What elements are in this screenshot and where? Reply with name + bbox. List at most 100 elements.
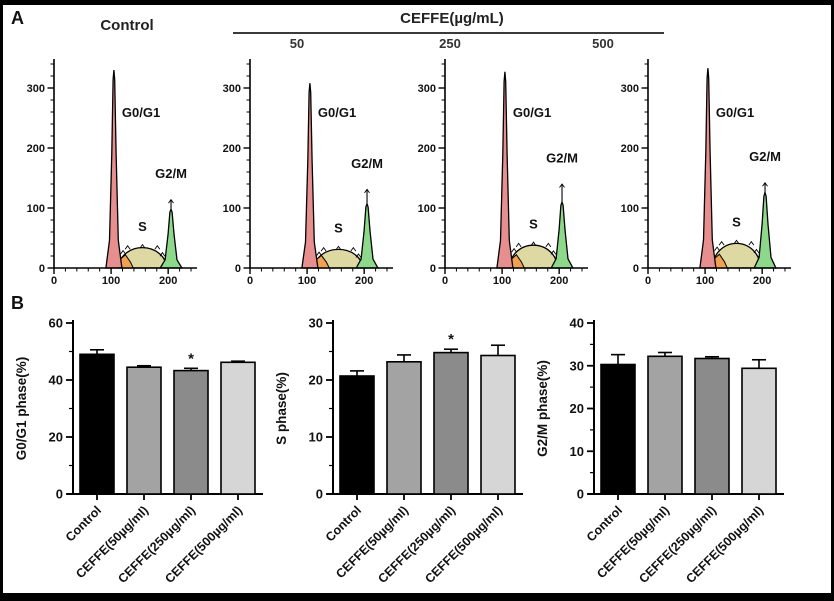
- contour-noise-mark: [515, 242, 522, 248]
- contour-noise-mark: [559, 183, 565, 188]
- hist-ceffe-500: 0 100 200 300 0 100 200 G0/G1 S G2/M: [621, 59, 791, 287]
- chart-slot-hist-ceffe-250: 0 100 200 300 0 100 200 G0/G1 S G2/M: [400, 53, 590, 287]
- y-tick-label: 0: [430, 263, 436, 275]
- y-tick-label: 200: [418, 143, 436, 155]
- y-axis-title: G2/M phase(%): [535, 360, 550, 457]
- contour-noise-mark: [316, 251, 322, 256]
- contour-noise-mark: [120, 249, 126, 255]
- x-tick-label: 200: [550, 275, 568, 285]
- chart-slot-bar-s: 0 10 20 30 * Control CEFFE(50µg/ml) CEFFE(250µg…: [271, 309, 533, 593]
- g2m-peak-area: [753, 190, 777, 269]
- axes: 0 100 200 300 0 100 200: [27, 59, 197, 287]
- x-tick-label: 200: [355, 275, 373, 285]
- g0g1-peak-area: [699, 68, 717, 269]
- significance-star: *: [188, 350, 194, 367]
- x-tick-label: 0: [645, 275, 651, 285]
- g0g1-label: G0/G1: [513, 105, 551, 120]
- chart-slot-hist-ceffe-500: 0 100 200 300 0 100 200 G0/G1 S G2/M: [603, 53, 793, 287]
- x-tick-label: 100: [102, 275, 120, 285]
- y-tick-label: 10: [570, 444, 584, 459]
- bar-g0g1: 0204060*ControlCEFFE(50µg/ml)CEFFE(250µg…: [14, 316, 263, 586]
- panel-a-label: A: [11, 8, 24, 28]
- y-tick-label: 20: [49, 430, 63, 445]
- axes: 0 100 200 300 0 100 200: [621, 59, 791, 287]
- y-tick-label: 30: [570, 358, 584, 373]
- bar-CEFFE(500µg/ml): [220, 361, 256, 495]
- g2m-label: G2/M: [749, 149, 781, 164]
- population-fills: [301, 83, 379, 269]
- g2m-peak-area: [159, 207, 184, 269]
- bars: *: [339, 331, 516, 495]
- y-tick-label: 200: [27, 143, 45, 155]
- contour-noise-mark: [550, 250, 557, 255]
- category-label: Control: [323, 503, 364, 544]
- bar-CEFFE(50µg/ml): [647, 355, 683, 495]
- contour-noise-mark: [355, 253, 362, 258]
- g0g1-label: G0/G1: [716, 105, 754, 120]
- bars: *: [79, 348, 256, 495]
- hist-ceffe-250: 0 100 200 300 0 100 200 G0/G1 S G2/M: [418, 59, 588, 287]
- bar-CEFFE(250µg/ml): [433, 351, 469, 495]
- y-tick-label: 0: [577, 487, 584, 502]
- category-label: Control: [584, 503, 625, 544]
- g0g1-peak-area: [301, 83, 319, 269]
- hist-control: 0 100 200 300 0 100 200 G0/G1 S G2/M: [27, 59, 197, 287]
- bars: [600, 351, 777, 495]
- y-tick-label: 0: [39, 263, 45, 275]
- y-tick-label: 0: [633, 263, 639, 275]
- contour-noise-mark: [335, 245, 342, 251]
- contour-noise-mark: [762, 182, 768, 187]
- chart-slot-bar-g0g1: 0 20 40 60 * Control CEFFE(50µg/ml) CEFFE(250µg…: [11, 309, 273, 593]
- panel-b-label: B: [11, 293, 24, 313]
- category-label: Control: [63, 503, 104, 544]
- x-tick-label: 0: [51, 275, 57, 285]
- contour-noise-mark: [124, 245, 131, 250]
- g2m-peak-area: [355, 201, 379, 269]
- x-tick-label: 100: [298, 275, 316, 285]
- y-tick-label: 300: [27, 83, 45, 95]
- bar-Control: [600, 363, 636, 495]
- y-tick-label: 30: [309, 316, 323, 331]
- bar-CEFFE(250µg/ml): [694, 357, 730, 495]
- y-tick-label: 0: [235, 263, 241, 275]
- y-tick-label: 300: [418, 83, 436, 95]
- bar-CEFFE(500µg/ml): [480, 354, 516, 495]
- y-tick-label: 100: [621, 203, 639, 215]
- contour-noise-mark: [168, 198, 174, 204]
- population-fills: [496, 71, 574, 269]
- y-tick-label: 20: [570, 401, 584, 416]
- bar-s: 0102030*ControlCEFFE(50µg/ml)CEFFE(250µg…: [274, 316, 523, 586]
- y-tick-label: 10: [309, 430, 323, 445]
- contour-noise-mark: [159, 251, 166, 257]
- y-tick-label: 40: [570, 316, 584, 331]
- bar-CEFFE(250µg/ml): [173, 369, 209, 495]
- g0g1-peak-area: [105, 69, 123, 269]
- s-label: S: [529, 216, 538, 231]
- y-tick-label: 40: [49, 373, 63, 388]
- y-tick-label: 100: [27, 203, 45, 215]
- bar-Control: [339, 375, 375, 495]
- population-fills: [105, 69, 184, 269]
- bar-CEFFE(50µg/ml): [126, 366, 162, 495]
- treatment-group-label: CEFFE(µg/mL): [400, 10, 504, 27]
- contour-noise-mark: [350, 246, 357, 252]
- contour-noise-mark: [320, 246, 327, 252]
- y-tick-label: 100: [418, 203, 436, 215]
- s-label: S: [334, 221, 343, 236]
- contour-noise-mark: [718, 240, 725, 246]
- g0g1-label: G0/G1: [122, 105, 160, 120]
- g0g1-peak-area: [496, 71, 514, 269]
- dose-label-500: 500: [592, 36, 614, 51]
- y-tick-label: 300: [223, 83, 241, 95]
- g0g1-label: G0/G1: [318, 105, 356, 120]
- y-tick-label: 200: [223, 143, 241, 155]
- g2m-peak-area: [550, 199, 574, 269]
- y-tick-label: 100: [223, 203, 241, 215]
- y-tick-label: 0: [56, 487, 63, 502]
- y-tick-label: 0: [316, 487, 323, 502]
- bar-CEFFE(50µg/ml): [386, 360, 422, 495]
- treatment-underline: [233, 32, 664, 34]
- contour-noise-mark: [545, 242, 552, 248]
- axes: 0 100 200 300 0 100 200: [223, 59, 393, 287]
